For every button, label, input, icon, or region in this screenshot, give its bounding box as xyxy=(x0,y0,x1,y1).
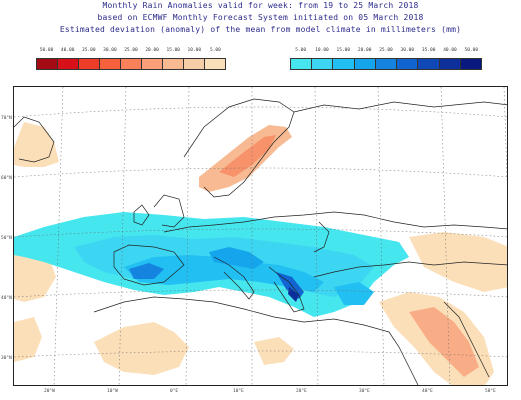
legend-label: 30.00 xyxy=(400,48,415,53)
legend-wet-labels: 5.00 10.00 15.00 20.00 25.00 30.00 35.00 40.00 5… xyxy=(290,48,482,58)
legend-swatch xyxy=(291,59,313,69)
legend-dry-labels: 50.00 40.00 35.00 30.00 25.00 20.00 15.00 10.00… xyxy=(36,48,226,58)
legend-swatch xyxy=(58,59,79,69)
legend-swatch xyxy=(100,59,121,69)
legend-label: 40.00 xyxy=(443,48,457,53)
legend-label: 15.00 xyxy=(336,48,351,53)
legend-wet-swatches xyxy=(290,58,482,70)
legend-swatch xyxy=(205,59,225,69)
legend-label: 25.00 xyxy=(124,48,138,53)
legend-swatch xyxy=(312,59,334,69)
coastlines xyxy=(14,98,507,385)
legend-label: 10.00 xyxy=(315,48,329,53)
legend-swatch xyxy=(375,59,398,69)
legend-label: 40.00 xyxy=(60,48,75,53)
longitude-label: 10°W xyxy=(107,389,118,394)
legend-swatch xyxy=(142,59,163,69)
legend-swatch xyxy=(37,59,58,69)
latitude-label: 30°N xyxy=(1,356,12,361)
legend-label: 30.00 xyxy=(103,48,117,53)
legend-swatch xyxy=(460,59,481,69)
legend-label: 20.00 xyxy=(357,48,372,53)
longitude-label: 20°E xyxy=(296,389,307,394)
legend-swatch xyxy=(418,59,440,69)
legend-swatch xyxy=(121,59,142,69)
latitude-label: 50°N xyxy=(1,236,12,241)
legend-label: 5.00 xyxy=(295,48,307,53)
legend-label: 10.00 xyxy=(187,48,202,53)
legend-label: 20.00 xyxy=(145,48,159,53)
legend-label: 35.00 xyxy=(421,48,436,53)
longitude-label: 30°E xyxy=(359,389,370,394)
longitude-label: 0°E xyxy=(170,389,179,394)
longitude-label: 40°E xyxy=(422,389,433,394)
legend-dry-anomaly: 50.00 40.00 35.00 30.00 25.00 20.00 15.00 10.00… xyxy=(36,48,226,80)
legend-swatch xyxy=(397,59,419,69)
wet-anomaly-regions xyxy=(14,212,409,317)
legend-swatch xyxy=(184,59,205,69)
legend-label: 25.00 xyxy=(379,48,393,53)
map-canvas xyxy=(14,87,507,385)
map-title-block: Monthly Rain Anomalies valid for week: f… xyxy=(0,0,521,36)
longitude-label: 10°E xyxy=(233,389,244,394)
legend-label: 5.00 xyxy=(210,48,221,53)
latitude-label: 40°N xyxy=(1,296,12,301)
latitude-label: 70°N xyxy=(1,116,12,121)
legend-swatch xyxy=(79,59,100,69)
legend-swatch xyxy=(333,59,355,69)
map-title-line-3: Estimated deviation (anomaly) of the mea… xyxy=(59,25,462,34)
legend-dry-swatches xyxy=(36,58,226,70)
longitude-label: 50°E xyxy=(485,389,496,394)
legend-label: 50.00 xyxy=(464,48,479,53)
map-title-line-2: based on ECMWF Monthly Forecast System i… xyxy=(97,13,424,22)
legend-label: 35.00 xyxy=(82,48,96,53)
graticule xyxy=(14,87,507,385)
map-title-line-1: Monthly Rain Anomalies valid for week: f… xyxy=(102,1,419,10)
anomaly-map xyxy=(13,86,508,386)
legend-wet-anomaly: 5.00 10.00 15.00 20.00 25.00 30.00 35.00 40.00 5… xyxy=(290,48,482,80)
latitude-label: 60°N xyxy=(1,176,12,181)
legend-swatch xyxy=(439,59,461,69)
longitude-label: 20°W xyxy=(44,389,55,394)
legend-swatch xyxy=(163,59,184,69)
legend-label: 50.00 xyxy=(39,48,54,53)
legend-swatch xyxy=(354,59,376,69)
legend-label: 15.00 xyxy=(166,48,180,53)
